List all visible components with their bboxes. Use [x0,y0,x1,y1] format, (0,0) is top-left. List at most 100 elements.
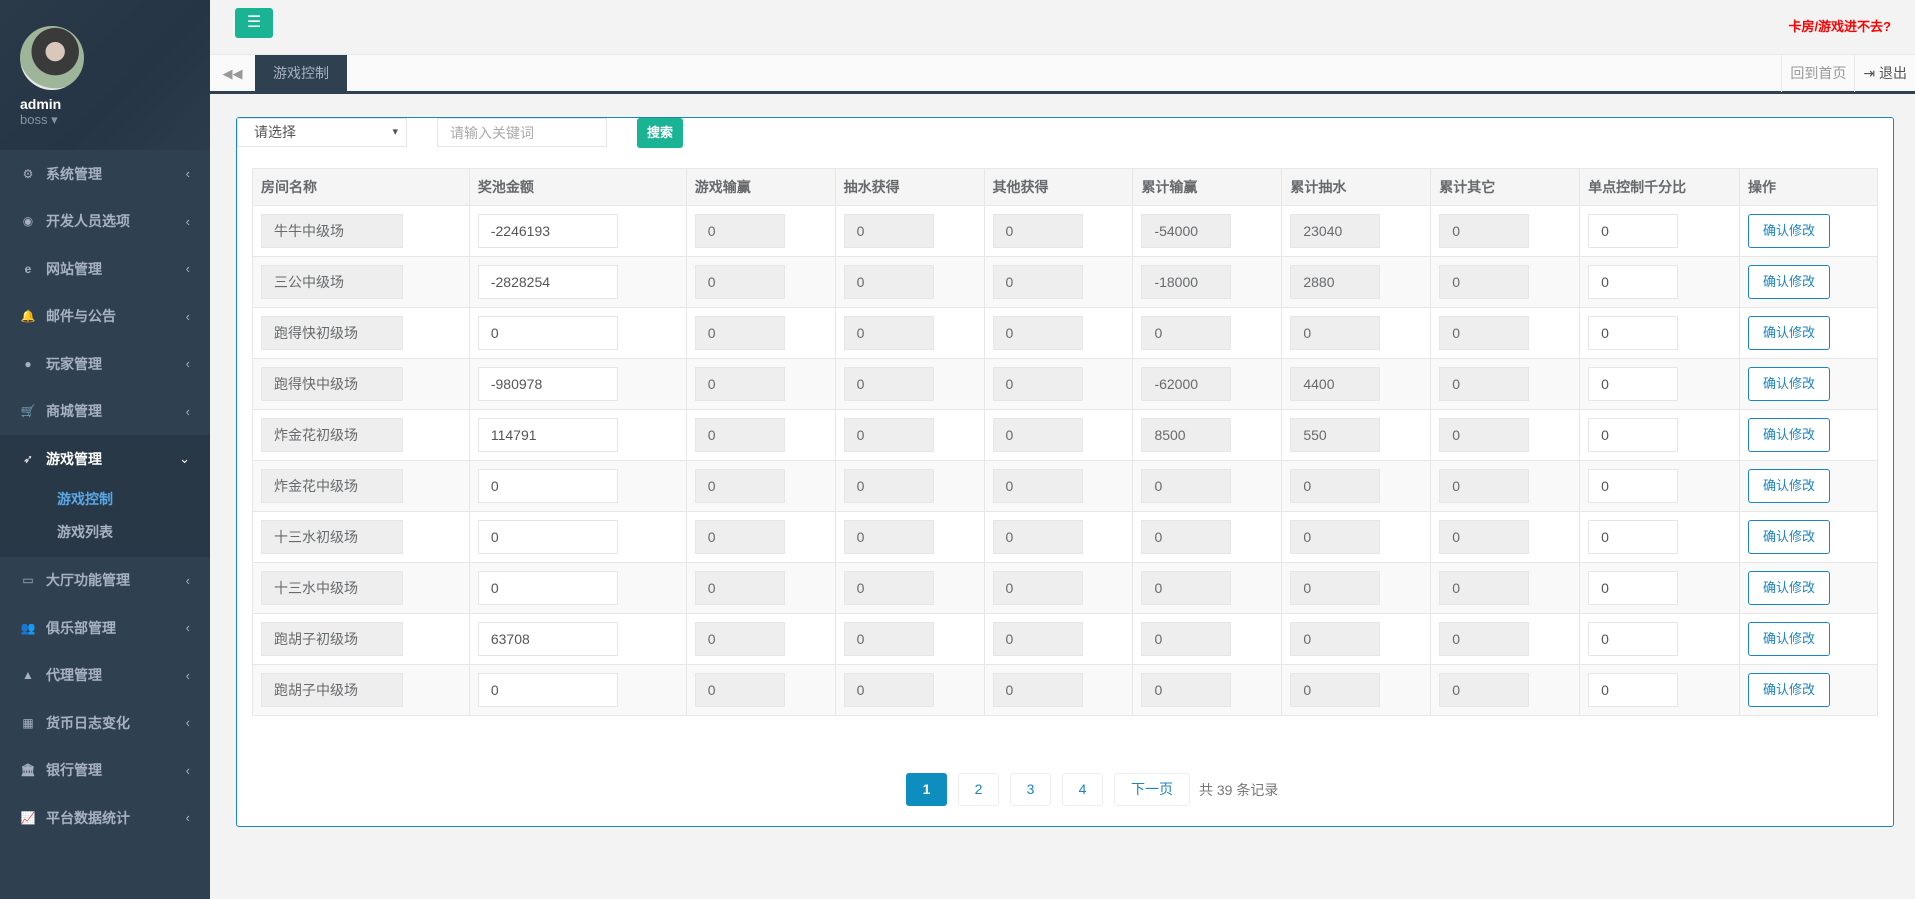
jackpot-input[interactable]: 0 [477,571,618,605]
table-row: 三公中级场 -2828254 0 0 0 -18000 2880 0 确认修改 [252,256,1878,308]
confirm-edit-button[interactable]: 确认修改 [1748,622,1831,656]
user-secret-icon: ▲ [22,668,34,683]
total-records: 共 39 条记录 [1199,781,1279,798]
sidebar-item[interactable]: ● 玩家管理 ‹ [0,340,210,388]
readonly-value: 0 [843,673,934,707]
user-role-dropdown[interactable]: boss ▾ [20,112,58,127]
submenu-item[interactable]: 游戏控制 [57,490,113,507]
sidebar-item[interactable]: ◉ 开发人员选项 ‹ [0,198,210,246]
table-cell: 550 [1281,409,1432,461]
table-cell: 0 [1430,613,1581,665]
control-permille-input[interactable] [1588,418,1679,452]
logout-button[interactable]: ⇥ 退出 [1854,55,1915,92]
readonly-value: 0 [992,571,1083,605]
table-cell: 0 [1430,409,1581,461]
control-permille-input[interactable] [1588,214,1679,248]
table-cell: 0 [1132,307,1283,359]
table-cell: 0 [1281,664,1432,716]
confirm-edit-button[interactable]: 确认修改 [1748,214,1831,248]
table-cell: 跑胡子初级场 [252,613,470,665]
confirm-edit-button[interactable]: 确认修改 [1748,367,1831,401]
jackpot-input[interactable]: 114791 [477,418,618,452]
control-permille-input[interactable] [1588,316,1679,350]
help-link[interactable]: 卡房/游戏进不去? [1788,19,1891,34]
sidebar-item-label: 货币日志变化 [46,714,130,731]
control-permille-input[interactable] [1588,520,1679,554]
sidebar-item[interactable]: 🔔 邮件与公告 ‹ [0,293,210,341]
table-cell: 0 [685,613,836,665]
table-cell: 23040 [1281,205,1432,257]
jackpot-input[interactable]: 0 [477,520,618,554]
sidebar-item-label: 邮件与公告 [46,308,116,325]
control-permille-input[interactable] [1588,622,1679,656]
sidebar: admin boss ▾ ⚙ 系统管理 ‹ ◉ 开发人员选项 ‹ e 网站管理 ‹ 🔔 邮件与公告 ‹… [0,0,210,899]
room-name-field: 跑得快中级场 [261,367,403,401]
jackpot-input[interactable]: -2246193 [477,214,618,248]
confirm-edit-button[interactable]: 确认修改 [1748,469,1831,503]
room-control-table: 房间名称 奖池金额 游戏输赢 抽水获得 其他获得 累计输赢 累计抽水 累计其它 单点控制千分比操… [252,168,1878,716]
sidebar-item[interactable]: ➶ 游戏管理 ⌄ [0,435,210,483]
jackpot-input[interactable]: 0 [477,316,618,350]
table-cell: 0 [983,613,1134,665]
sidebar-item[interactable]: ⚙ 系统管理 ‹ [0,150,210,198]
jackpot-input[interactable]: 63708 [477,622,618,656]
control-permille-input[interactable] [1588,367,1679,401]
sidebar-item[interactable]: 🏛 银行管理 ‹ [0,747,210,795]
table-cell: 4400 [1281,358,1432,410]
menu-toggle-button[interactable]: ☰ [235,8,273,38]
tab-scroll-left-button[interactable]: ◀◀ [210,55,255,91]
control-permille-input[interactable] [1588,265,1679,299]
table-cell [1579,562,1741,614]
sidebar-item[interactable]: ▭ 大厅功能管理 ‹ [0,557,210,605]
search-button[interactable]: 搜索 [637,118,683,148]
submenu: 游戏控制 游戏列表 [0,483,210,557]
table-cell: 0 [468,562,687,614]
table-cell [1579,613,1741,665]
confirm-edit-button[interactable]: 确认修改 [1748,520,1831,554]
category-select[interactable]: 请选择 [237,118,407,147]
table-row: 跑胡子初级场 63708 0 0 0 0 0 0 确认修改 [252,613,1878,665]
confirm-edit-button[interactable]: 确认修改 [1748,673,1831,707]
table-cell: 0 [1430,460,1581,512]
sidebar-item[interactable]: 👥 俱乐部管理 ‹ [0,604,210,652]
chevron-left-icon: ‹ [185,166,190,182]
control-permille-input[interactable] [1588,571,1679,605]
sidebar-item[interactable]: ▲ 代理管理 ‹ [0,652,210,700]
table-cell: 十三水初级场 [252,511,470,563]
tab-game-control[interactable]: 游戏控制 [255,55,347,91]
confirm-edit-button[interactable]: 确认修改 [1748,418,1831,452]
page-4-button[interactable]: 4 [1062,773,1103,806]
readonly-value: 0 [1290,316,1381,350]
page-3-button[interactable]: 3 [1010,773,1051,806]
readonly-value: 4400 [1290,367,1381,401]
next-page-button[interactable]: 下一页 [1114,773,1190,806]
table-row: 炸金花初级场 114791 0 0 0 8500 550 0 确认修改 [252,409,1878,461]
confirm-edit-button[interactable]: 确认修改 [1748,316,1831,350]
table-cell: 0 [834,613,985,665]
page-2-button[interactable]: 2 [958,773,999,806]
confirm-edit-button[interactable]: 确认修改 [1748,265,1831,299]
avatar[interactable] [20,26,84,90]
page-1-button[interactable]: 1 [906,773,947,806]
chevron-left-icon: ‹ [185,715,190,731]
control-permille-input[interactable] [1588,673,1679,707]
sidebar-item[interactable]: 📈 平台数据统计 ‹ [0,794,210,842]
home-button[interactable]: 回到首页 [1781,55,1854,92]
sidebar-item[interactable]: ▦ 货币日志变化 ‹ [0,699,210,747]
jackpot-input[interactable]: -980978 [477,367,618,401]
jackpot-input[interactable]: 0 [477,673,618,707]
table-cell: 0 [1281,562,1432,614]
control-permille-input[interactable] [1588,469,1679,503]
confirm-edit-button[interactable]: 确认修改 [1748,571,1831,605]
ie-icon: e [24,261,32,276]
table-cell: 0 [834,562,985,614]
sidebar-item[interactable]: 🛒 商城管理 ‹ [0,388,210,436]
table-cell: 0 [468,664,687,716]
keyword-input[interactable] [437,118,607,147]
submenu-item[interactable]: 游戏列表 [57,523,113,540]
sidebar-item[interactable]: e 网站管理 ‹ [0,245,210,293]
jackpot-input[interactable]: -2828254 [477,265,618,299]
jackpot-input[interactable]: 0 [477,469,618,503]
table-cell: 0 [983,562,1134,614]
table-cell: 63708 [468,613,687,665]
